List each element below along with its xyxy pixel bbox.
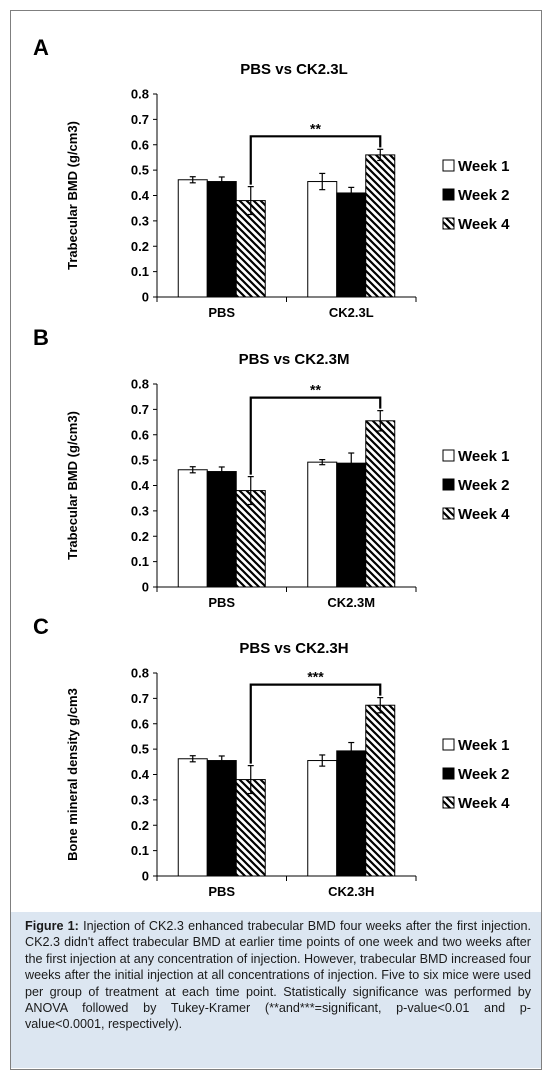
- chart-panel-a: A PBS vs CK2.3L Trabecular BMD (g/cm3) 0 0.1…: [11, 28, 541, 318]
- y-tick-label: 0.8: [131, 666, 149, 681]
- figure-frame: [10, 10, 542, 1070]
- y-tick-label: 0: [142, 869, 149, 884]
- legend-swatch: [442, 478, 455, 491]
- y-tick-label: 0.3: [131, 792, 149, 807]
- significance-marker: **: [310, 382, 321, 398]
- chart-title: PBS vs CK2.3H: [239, 640, 348, 657]
- x-tick-label: PBS: [208, 884, 235, 897]
- legend-swatch: [442, 449, 455, 462]
- legend-label: Week 4: [458, 216, 510, 233]
- y-tick-label: 0.4: [131, 188, 150, 203]
- bar: [307, 181, 338, 298]
- bar-chart-a: A PBS vs CK2.3L Trabecular BMD (g/cm3) 0 0.1…: [33, 35, 510, 318]
- y-tick-label: 0.5: [131, 742, 149, 757]
- legend-label: Week 1: [458, 448, 509, 465]
- legend-swatch: [442, 217, 455, 230]
- bar: [177, 758, 208, 877]
- bar: [365, 420, 396, 588]
- y-tick-label: 0: [142, 580, 149, 595]
- y-tick-label: 0.5: [131, 453, 149, 468]
- bar: [206, 760, 237, 877]
- y-tick-label: 0.1: [131, 264, 149, 279]
- figure-caption: Figure 1: Injection of CK2.3 enhanced tr…: [11, 912, 541, 1068]
- y-tick-label: 0.5: [131, 163, 149, 178]
- x-tick-label: CK2.3L: [329, 305, 374, 318]
- legend-swatch: [442, 159, 455, 172]
- chart-title: PBS vs CK2.3M: [239, 351, 350, 368]
- bar: [336, 750, 367, 877]
- chart-panel-b: B PBS vs CK2.3M Trabecular BMD (g/cm3) 0 0.1…: [11, 318, 541, 608]
- legend-swatch: [442, 738, 455, 751]
- y-tick-label: 0.8: [131, 87, 149, 102]
- y-tick-label: 0: [142, 290, 149, 305]
- legend-label: Week 1: [458, 737, 509, 754]
- x-tick-label: CK2.3H: [328, 884, 374, 897]
- bar: [365, 154, 396, 298]
- y-tick-label: 0.8: [131, 377, 149, 392]
- bar: [206, 471, 237, 588]
- y-tick-label: 0.7: [131, 112, 149, 127]
- significance-marker: ***: [307, 669, 324, 685]
- y-tick-label: 0.6: [131, 716, 149, 731]
- bar-chart-c: C PBS vs CK2.3H Bone mineral density g/cm3…: [33, 614, 510, 897]
- bar: [336, 462, 367, 588]
- y-tick-label: 0.2: [131, 239, 149, 254]
- legend-label: Week 4: [458, 506, 510, 523]
- significance-bracket: [249, 396, 382, 475]
- bar: [336, 192, 367, 298]
- x-tick-label: PBS: [208, 595, 235, 608]
- significance-bracket: [249, 135, 382, 185]
- y-tick-label: 0.2: [131, 818, 149, 833]
- bar-chart-b: B PBS vs CK2.3M Trabecular BMD (g/cm3) 0 0.1…: [33, 325, 510, 608]
- chart-title: PBS vs CK2.3L: [240, 61, 348, 78]
- bar: [177, 179, 208, 298]
- y-tick-label: 0.3: [131, 213, 149, 228]
- bar: [365, 704, 396, 877]
- significance-marker: **: [310, 120, 321, 136]
- legend-label: Week 1: [458, 158, 509, 175]
- y-tick-label: 0.4: [131, 767, 150, 782]
- y-tick-label: 0.1: [131, 554, 149, 569]
- y-tick-label: 0.6: [131, 137, 149, 152]
- bar: [307, 461, 338, 588]
- y-tick-label: 0.4: [131, 478, 150, 493]
- y-tick-label: 0.1: [131, 843, 149, 858]
- x-tick-label: PBS: [208, 305, 235, 318]
- legend-swatch: [442, 507, 455, 520]
- legend-label: Week 2: [458, 187, 509, 204]
- y-axis-label: Trabecular BMD (g/cm3): [65, 121, 80, 270]
- bar: [177, 469, 208, 588]
- bar: [235, 200, 266, 298]
- chart-panel-c: C PBS vs CK2.3H Bone mineral density g/cm3…: [11, 607, 541, 897]
- y-tick-label: 0.7: [131, 402, 149, 417]
- legend-swatch: [442, 796, 455, 809]
- panel-letter: A: [33, 35, 49, 60]
- panel-letter: B: [33, 325, 49, 350]
- legend-label: Week 4: [458, 795, 510, 812]
- significance-bracket: [249, 683, 382, 764]
- legend-swatch: [442, 188, 455, 201]
- y-tick-label: 0.2: [131, 529, 149, 544]
- y-axis-label: Trabecular BMD (g/cm3): [65, 411, 80, 560]
- bar: [206, 181, 237, 298]
- panel-letter: C: [33, 614, 49, 639]
- legend-label: Week 2: [458, 477, 509, 494]
- x-tick-label: CK2.3M: [327, 595, 375, 608]
- legend-swatch: [442, 767, 455, 780]
- y-tick-label: 0.3: [131, 503, 149, 518]
- bar: [307, 760, 338, 877]
- y-tick-label: 0.6: [131, 427, 149, 442]
- y-tick-label: 0.7: [131, 691, 149, 706]
- legend-label: Week 2: [458, 766, 509, 783]
- y-axis-label: Bone mineral density g/cm3: [65, 688, 80, 861]
- caption-text: Injection of CK2.3 enhanced trabecular B…: [25, 919, 532, 1032]
- caption-label: Figure 1:: [25, 919, 79, 933]
